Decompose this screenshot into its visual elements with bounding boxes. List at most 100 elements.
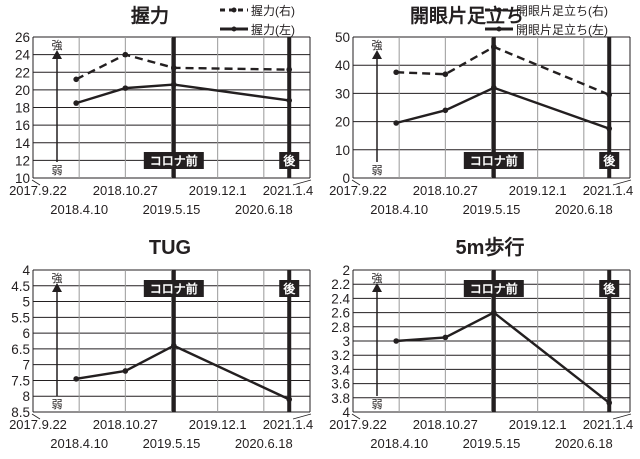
- data-point: [171, 81, 177, 88]
- x-tick-label: 2021.1.4: [583, 417, 634, 432]
- y-tick-label: 3.4: [331, 362, 350, 377]
- chart-5m-walk: 5m歩行 2 2.2 2.4 2.6 2.8 3 3.2 3.4 3.6 3.8 4 2017.9.22…: [320, 230, 640, 459]
- before-covid-label: コロナ前: [150, 281, 198, 296]
- legend-marker: [496, 7, 502, 13]
- x-tick-label: 2018.4.10: [50, 202, 108, 217]
- legend-marker: [231, 7, 237, 13]
- x-tick-label: 2018.4.10: [50, 436, 108, 451]
- after-covid-label: 後: [283, 281, 296, 296]
- series-line-0: [75, 53, 290, 81]
- series-line-1: [395, 86, 610, 130]
- arrow-up-icon: [372, 50, 382, 59]
- data-point: [73, 100, 79, 106]
- data-point: [171, 65, 177, 71]
- y-tick-label: 50: [335, 30, 350, 45]
- data-point: [606, 125, 613, 132]
- x-tick-label: 2019.12.1: [189, 417, 247, 432]
- data-point: [442, 71, 449, 78]
- axis-break-mark: [292, 413, 312, 420]
- y-tick-label: 4: [22, 263, 30, 278]
- data-point: [73, 376, 79, 382]
- series-line-0: [396, 311, 610, 404]
- chart-title: 握力: [131, 4, 169, 27]
- legend-label: 開眼片足立ち(左): [516, 22, 608, 37]
- y-tick-label: 6: [22, 326, 30, 341]
- data-point: [286, 396, 293, 403]
- strong-label: 強: [52, 39, 63, 52]
- before-covid-badge: [463, 280, 524, 297]
- legend-marker: [231, 26, 237, 32]
- legend-label: 握力(左): [251, 22, 295, 37]
- x-tick-label: 2018.4.10: [370, 436, 428, 451]
- axis-break-mark: [292, 179, 312, 186]
- y-tick-label: 3: [342, 334, 350, 349]
- data-point: [286, 66, 293, 73]
- chart-tug: TUG 4 4.5 5 5.5 6 6.5 7 7.5 8 8.5 2017.9.22 2018.4.1…: [0, 230, 320, 459]
- x-tick-label: 2021.1.4: [263, 417, 314, 432]
- x-tick-label: 2019.5.15: [463, 436, 521, 451]
- data-point: [171, 342, 177, 349]
- x-tick-label: 2019.12.1: [189, 183, 247, 198]
- y-tick-label: 20: [15, 83, 30, 98]
- axis-break-mark: [31, 179, 41, 186]
- legend-label: 握力(右): [251, 3, 295, 18]
- x-tick-label: 2019.5.15: [463, 202, 521, 217]
- data-point: [393, 69, 399, 76]
- arrow-up-icon: [52, 50, 62, 59]
- y-tick-label: 8: [22, 389, 30, 404]
- y-tick-label: 40: [335, 58, 350, 73]
- y-tick-label: 10: [335, 143, 350, 158]
- x-tick-label: 2018.10.27: [93, 183, 158, 198]
- y-tick-label: 3.8: [331, 391, 350, 406]
- data-point: [491, 44, 497, 50]
- legend-label: 開眼片足立ち(右): [516, 3, 608, 18]
- y-tick-label: 12: [15, 153, 30, 168]
- x-tick-label: 2017.9.22: [329, 417, 387, 432]
- y-tick-label: 30: [335, 86, 350, 101]
- before-covid-label: コロナ前: [470, 281, 518, 296]
- after-covid-label: 後: [283, 153, 296, 168]
- data-point: [606, 399, 613, 406]
- before-covid-badge: [143, 152, 204, 169]
- y-tick-label: 14: [15, 136, 31, 151]
- y-tick-label: 0: [342, 171, 350, 186]
- x-tick-label: 2020.6.18: [235, 436, 293, 451]
- y-tick-label: 2.2: [331, 277, 350, 292]
- x-tick-label: 2018.10.27: [413, 417, 478, 432]
- x-tick-label: 2019.5.15: [143, 436, 201, 451]
- y-tick-label: 22: [15, 65, 30, 80]
- after-covid-badge: [599, 152, 620, 169]
- x-tick-label: 2020.6.18: [555, 202, 613, 217]
- axis-break-mark: [612, 179, 632, 186]
- axis-break-mark: [351, 413, 361, 420]
- axis-break-mark: [351, 179, 361, 186]
- strong-label: 強: [372, 272, 383, 285]
- data-point: [286, 97, 293, 104]
- legend-marker: [496, 26, 502, 32]
- after-covid-label: 後: [603, 153, 616, 168]
- data-point: [122, 368, 129, 374]
- x-tick-label: 2019.12.1: [509, 417, 567, 432]
- before-covid-badge: [463, 152, 524, 169]
- y-tick-label: 26: [15, 30, 30, 45]
- data-point: [491, 309, 497, 316]
- data-point: [393, 338, 399, 344]
- data-point: [491, 84, 497, 91]
- x-tick-label: 2020.6.18: [555, 436, 613, 451]
- after-covid-badge: [279, 280, 300, 297]
- data-point: [73, 76, 79, 83]
- before-covid-label: コロナ前: [470, 153, 518, 168]
- weak-label: 弱: [372, 398, 383, 411]
- data-point: [122, 51, 129, 58]
- y-tick-label: 20: [335, 115, 350, 130]
- before-covid-label: コロナ前: [150, 153, 198, 168]
- weak-label: 弱: [52, 164, 63, 177]
- strong-label: 強: [52, 272, 63, 285]
- after-covid-badge: [599, 280, 620, 297]
- x-tick-label: 2017.9.22: [329, 183, 387, 198]
- y-tick-label: 7.5: [11, 373, 30, 388]
- y-tick-label: 10: [15, 171, 30, 186]
- y-tick-label: 8.5: [11, 405, 30, 420]
- y-tick-label: 4.5: [11, 279, 30, 294]
